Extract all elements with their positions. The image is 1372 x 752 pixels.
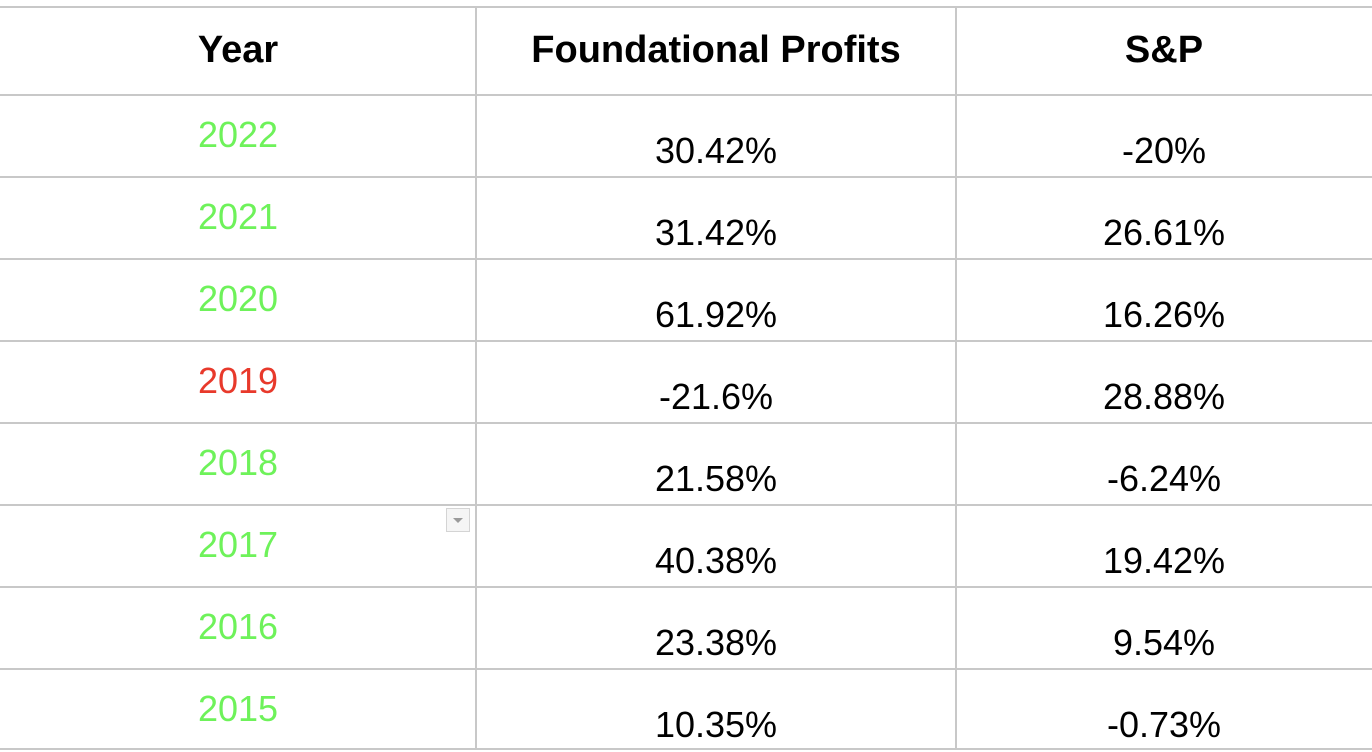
foundational-profits-cell[interactable]: 30.42% (654, 130, 778, 171)
foundational-profits-cell[interactable]: -21.6% (658, 376, 774, 417)
header-year[interactable]: Year (197, 28, 279, 71)
header-sp[interactable]: S&P (1124, 28, 1204, 71)
sp-cell[interactable]: 9.54% (1112, 622, 1216, 663)
foundational-profits-cell[interactable]: 10.35% (654, 704, 778, 745)
row-divider (0, 748, 1372, 750)
row-divider (0, 586, 1372, 588)
year-cell[interactable]: 2022 (197, 114, 279, 155)
sp-cell[interactable]: -0.73% (1106, 704, 1222, 745)
row-divider (0, 94, 1372, 96)
chevron-down-icon (453, 518, 463, 523)
row-divider (0, 258, 1372, 260)
row-divider (0, 6, 1372, 8)
sp-cell[interactable]: 28.88% (1102, 376, 1226, 417)
sp-cell[interactable]: -20% (1121, 130, 1207, 171)
column-divider (475, 6, 477, 750)
cell-dropdown-button[interactable] (446, 508, 470, 532)
sp-cell[interactable]: 26.61% (1102, 212, 1226, 253)
sp-cell[interactable]: 19.42% (1102, 540, 1226, 581)
sp-cell[interactable]: -6.24% (1106, 458, 1222, 499)
header-foundational-profits[interactable]: Foundational Profits (531, 28, 901, 71)
foundational-profits-cell[interactable]: 61.92% (654, 294, 778, 335)
column-divider (955, 6, 957, 750)
foundational-profits-cell[interactable]: 40.38% (654, 540, 778, 581)
year-cell[interactable]: 2019 (197, 360, 279, 401)
year-cell[interactable]: 2017 (197, 524, 279, 565)
spreadsheet-table: Year Foundational Profits S&P 2022 30.42%… (0, 6, 1372, 750)
sp-cell[interactable]: 16.26% (1102, 294, 1226, 335)
row-divider (0, 176, 1372, 178)
year-cell[interactable]: 2015 (197, 688, 279, 729)
foundational-profits-cell[interactable]: 31.42% (654, 212, 778, 253)
year-cell[interactable]: 2018 (197, 442, 279, 483)
year-cell[interactable]: 2020 (197, 278, 279, 319)
row-divider (0, 668, 1372, 670)
year-cell[interactable]: 2016 (197, 606, 279, 647)
row-divider (0, 422, 1372, 424)
row-divider (0, 340, 1372, 342)
foundational-profits-cell[interactable]: 23.38% (654, 622, 778, 663)
foundational-profits-cell[interactable]: 21.58% (654, 458, 778, 499)
row-divider (0, 504, 1372, 506)
year-cell[interactable]: 2021 (197, 196, 279, 237)
